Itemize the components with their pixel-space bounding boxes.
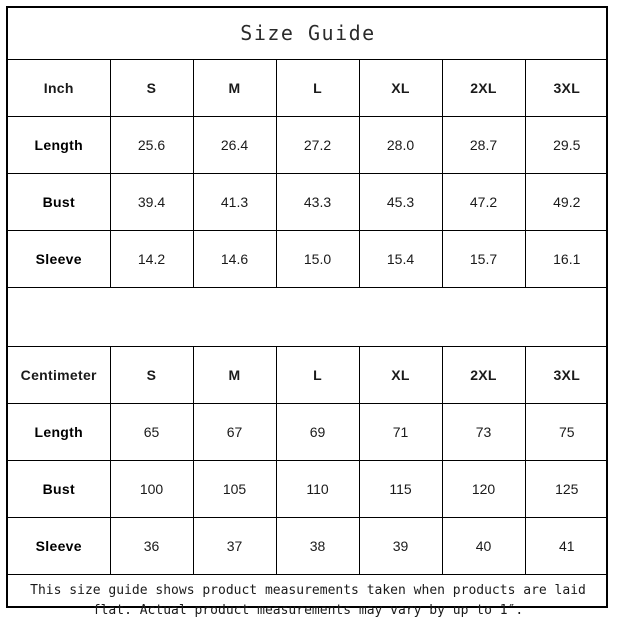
- cell-inch-bust-3xl: 49.2: [525, 174, 608, 231]
- cell-cm-bust-s: 100: [110, 461, 193, 518]
- size-guide-title-cell: Size Guide: [8, 8, 608, 60]
- cell-cm-length-3xl: 75: [525, 404, 608, 461]
- size-header-cm-m: M: [193, 347, 276, 404]
- cell-cm-length-s: 65: [110, 404, 193, 461]
- cell-inch-bust-xl: 45.3: [359, 174, 442, 231]
- cell-cm-bust-l: 110: [276, 461, 359, 518]
- cell-inch-length-m: 26.4: [193, 117, 276, 174]
- row-label-cm-sleeve: Sleeve: [8, 518, 110, 575]
- row-label-inch-bust: Bust: [8, 174, 110, 231]
- size-header-inch-s: S: [110, 60, 193, 117]
- cell-cm-length-l: 69: [276, 404, 359, 461]
- row-label-inch-sleeve: Sleeve: [8, 231, 110, 288]
- row-label-inch-length: Length: [8, 117, 110, 174]
- table-row: Bust 100 105 110 115 120 125: [8, 461, 608, 518]
- cell-cm-sleeve-3xl: 41: [525, 518, 608, 575]
- cell-inch-length-xl: 28.0: [359, 117, 442, 174]
- spacer-cell: [8, 288, 608, 347]
- footer-note: This size guide shows product measuremen…: [8, 581, 608, 620]
- unit-header-centimeter: Centimeter: [8, 347, 110, 404]
- cell-inch-sleeve-2xl: 15.7: [442, 231, 525, 288]
- size-header-inch-m: M: [193, 60, 276, 117]
- inch-header-row: Inch S M L XL 2XL 3XL: [8, 60, 608, 117]
- size-header-cm-2xl: 2XL: [442, 347, 525, 404]
- size-guide-table: Size Guide Inch S M L XL 2XL 3XL Length …: [8, 8, 608, 626]
- row-label-cm-bust: Bust: [8, 461, 110, 518]
- size-header-cm-xl: XL: [359, 347, 442, 404]
- cell-inch-bust-2xl: 47.2: [442, 174, 525, 231]
- cell-cm-bust-2xl: 120: [442, 461, 525, 518]
- cell-cm-sleeve-xl: 39: [359, 518, 442, 575]
- table-row: Sleeve 14.2 14.6 15.0 15.4 15.7 16.1: [8, 231, 608, 288]
- cell-inch-sleeve-xl: 15.4: [359, 231, 442, 288]
- cell-cm-sleeve-s: 36: [110, 518, 193, 575]
- size-guide-card: Size Guide Inch S M L XL 2XL 3XL Length …: [6, 6, 608, 608]
- table-spacer-row: [8, 288, 608, 347]
- cell-inch-sleeve-s: 14.2: [110, 231, 193, 288]
- cell-inch-sleeve-3xl: 16.1: [525, 231, 608, 288]
- cell-inch-sleeve-l: 15.0: [276, 231, 359, 288]
- cell-inch-length-l: 27.2: [276, 117, 359, 174]
- row-label-cm-length: Length: [8, 404, 110, 461]
- page-title: Size Guide: [240, 21, 375, 45]
- table-row: Bust 39.4 41.3 43.3 45.3 47.2 49.2: [8, 174, 608, 231]
- cell-inch-bust-m: 41.3: [193, 174, 276, 231]
- footer-row: This size guide shows product measuremen…: [8, 575, 608, 626]
- cell-cm-length-m: 67: [193, 404, 276, 461]
- title-row: Size Guide: [8, 8, 608, 60]
- cell-inch-bust-l: 43.3: [276, 174, 359, 231]
- cell-cm-bust-xl: 115: [359, 461, 442, 518]
- table-row: Sleeve 36 37 38 39 40 41: [8, 518, 608, 575]
- size-header-inch-2xl: 2XL: [442, 60, 525, 117]
- cell-inch-length-3xl: 29.5: [525, 117, 608, 174]
- cell-cm-bust-3xl: 125: [525, 461, 608, 518]
- table-row: Length 65 67 69 71 73 75: [8, 404, 608, 461]
- size-header-inch-l: L: [276, 60, 359, 117]
- size-header-cm-s: S: [110, 347, 193, 404]
- cell-inch-length-2xl: 28.7: [442, 117, 525, 174]
- cell-cm-sleeve-m: 37: [193, 518, 276, 575]
- cell-cm-length-2xl: 73: [442, 404, 525, 461]
- size-header-inch-xl: XL: [359, 60, 442, 117]
- cell-cm-sleeve-l: 38: [276, 518, 359, 575]
- cell-cm-bust-m: 105: [193, 461, 276, 518]
- cell-cm-sleeve-2xl: 40: [442, 518, 525, 575]
- unit-header-inch: Inch: [8, 60, 110, 117]
- size-header-cm-3xl: 3XL: [525, 347, 608, 404]
- centimeter-header-row: Centimeter S M L XL 2XL 3XL: [8, 347, 608, 404]
- cell-inch-sleeve-m: 14.6: [193, 231, 276, 288]
- table-row: Length 25.6 26.4 27.2 28.0 28.7 29.5: [8, 117, 608, 174]
- cell-inch-bust-s: 39.4: [110, 174, 193, 231]
- cell-inch-length-s: 25.6: [110, 117, 193, 174]
- cell-cm-length-xl: 71: [359, 404, 442, 461]
- footer-note-cell: This size guide shows product measuremen…: [8, 575, 608, 626]
- size-header-inch-3xl: 3XL: [525, 60, 608, 117]
- size-header-cm-l: L: [276, 347, 359, 404]
